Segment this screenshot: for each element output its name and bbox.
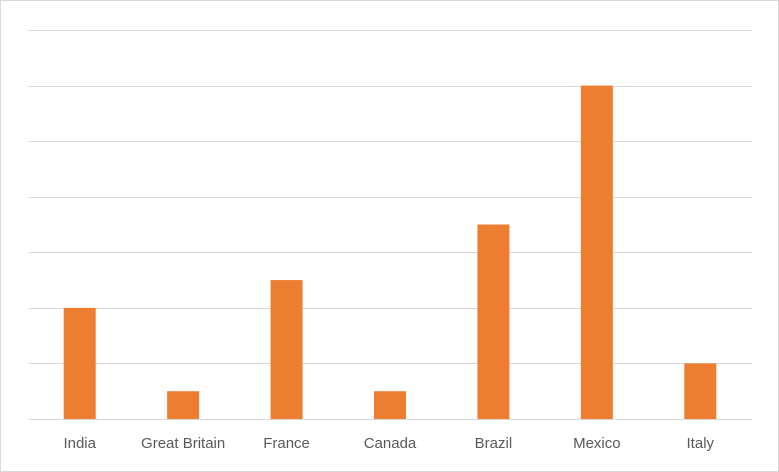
bar (63, 307, 96, 419)
x-tick-label: Great Britain (141, 435, 225, 452)
bar (684, 363, 717, 419)
bar (477, 224, 510, 419)
x-tick-label: Italy (687, 435, 715, 452)
x-tick-label: Canada (364, 435, 417, 452)
bar (270, 280, 303, 419)
x-tick-label: Mexico (573, 435, 621, 452)
bar (167, 391, 200, 419)
x-tick-label: Brazil (475, 435, 513, 452)
bar (580, 85, 613, 420)
x-tick-label: France (263, 435, 310, 452)
x-tick-label: India (63, 435, 96, 452)
bar (374, 391, 406, 419)
